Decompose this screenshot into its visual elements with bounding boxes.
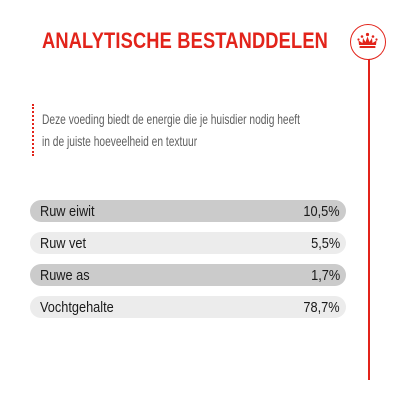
intro-line-2: in de juiste hoeveelheid en textuur xyxy=(42,133,198,149)
row-value: 1,7% xyxy=(310,266,340,284)
table-row: Vochtgehalte 78,7% xyxy=(30,296,346,318)
accent-vertical-line xyxy=(368,58,370,380)
row-label: Vochtgehalte xyxy=(40,298,114,316)
crown-icon xyxy=(357,32,378,48)
row-value: 78,7% xyxy=(303,298,340,316)
table-row: Ruwe as 1,7% xyxy=(30,264,346,286)
intro-dotted-marker xyxy=(32,104,34,156)
row-label: Ruw eiwit xyxy=(40,202,95,220)
row-value: 5,5% xyxy=(310,234,340,252)
row-value: 10,5% xyxy=(303,202,340,220)
row-label: Ruw vet xyxy=(40,234,87,252)
table-row: Ruw eiwit 10,5% xyxy=(30,200,346,222)
brand-logo xyxy=(350,24,386,60)
analysis-table: Ruw eiwit 10,5% Ruw vet 5,5% Ruwe as 1,7… xyxy=(30,200,346,328)
page-title: ANALYTISCHE BESTANDDELEN xyxy=(42,28,329,53)
intro-line-1: Deze voeding biedt de energie die je hui… xyxy=(42,111,300,127)
table-row: Ruw vet 5,5% xyxy=(30,232,346,254)
intro-text: Deze voeding biedt de energie die je hui… xyxy=(42,108,363,152)
row-label: Ruwe as xyxy=(40,266,90,284)
